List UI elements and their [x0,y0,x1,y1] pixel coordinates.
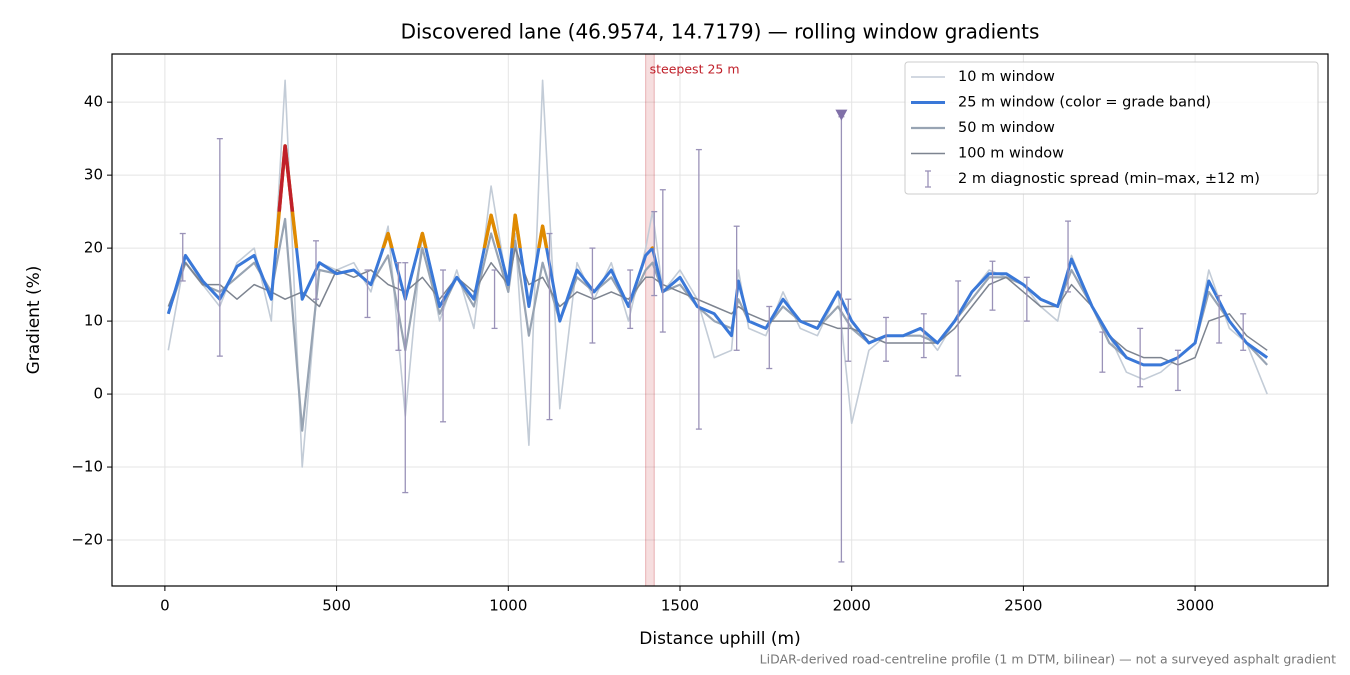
legend-label: 50 m window [958,120,1055,136]
error-bar [845,298,852,362]
x-tick-label: 1000 [489,597,527,615]
error-bar [1216,294,1223,344]
steepest-label: steepest 25 m [650,62,740,77]
y-tick-label: 30 [84,166,103,184]
error-bar [402,262,409,494]
error-bar [440,269,447,423]
x-tick-label: 2500 [1004,597,1042,615]
error-bar [491,269,498,330]
error-bar [1137,327,1144,388]
y-tick-label: 10 [84,312,103,330]
error-bar [766,305,773,370]
legend-label: 25 m window (color = grade band) [958,95,1211,111]
chart-title: Discovered lane (46.9574, 14.7179) — rol… [401,20,1040,44]
y-tick-label: −10 [71,458,103,476]
x-tick-label: 500 [322,597,351,615]
error-bar [364,269,371,319]
x-tick-label: 0 [160,597,170,615]
error-bar [179,232,186,282]
error-bar [1174,349,1181,392]
error-bar [651,210,658,297]
y-tick-label: 0 [93,385,103,403]
error-bar [589,247,596,344]
error-bar [955,280,962,377]
error-bar [1023,276,1030,322]
error-bar [1240,313,1247,351]
x-tick-label: 3000 [1176,597,1214,615]
y-tick-label: 20 [84,239,103,257]
footnote: LiDAR-derived road-centreline profile (1… [760,652,1336,667]
error-bar [920,313,927,359]
error-bar [546,232,553,421]
legend-label: 10 m window [958,69,1055,85]
steepest-band [645,53,655,587]
error-bar [312,240,319,300]
plot-frame [111,53,1329,587]
legend-box [904,61,1319,195]
y-axis-label: Gradient (%) [24,266,44,375]
x-tick-label: 2000 [833,597,871,615]
series-line [166,144,1269,367]
error-bar [216,138,223,357]
x-axis-label: Distance uphill (m) [639,629,800,649]
error-bar [627,269,634,330]
error-bar [395,262,402,351]
y-tick-label: −20 [71,531,103,549]
error-bar [659,189,666,333]
error-bar [1099,331,1106,373]
error-bar [1065,220,1072,293]
series-line [167,247,1268,366]
y-tick-label: 40 [84,93,103,111]
legend-label: 100 m window [958,146,1064,162]
highlight-marker [835,109,848,121]
error-bar [883,316,890,362]
error-bar [733,225,740,351]
x-tick-label: 1500 [661,597,699,615]
error-bar [695,148,702,430]
legend-label: 2 m diagnostic spread (min–max, ±12 m) [958,171,1260,187]
error-bar [989,260,996,311]
